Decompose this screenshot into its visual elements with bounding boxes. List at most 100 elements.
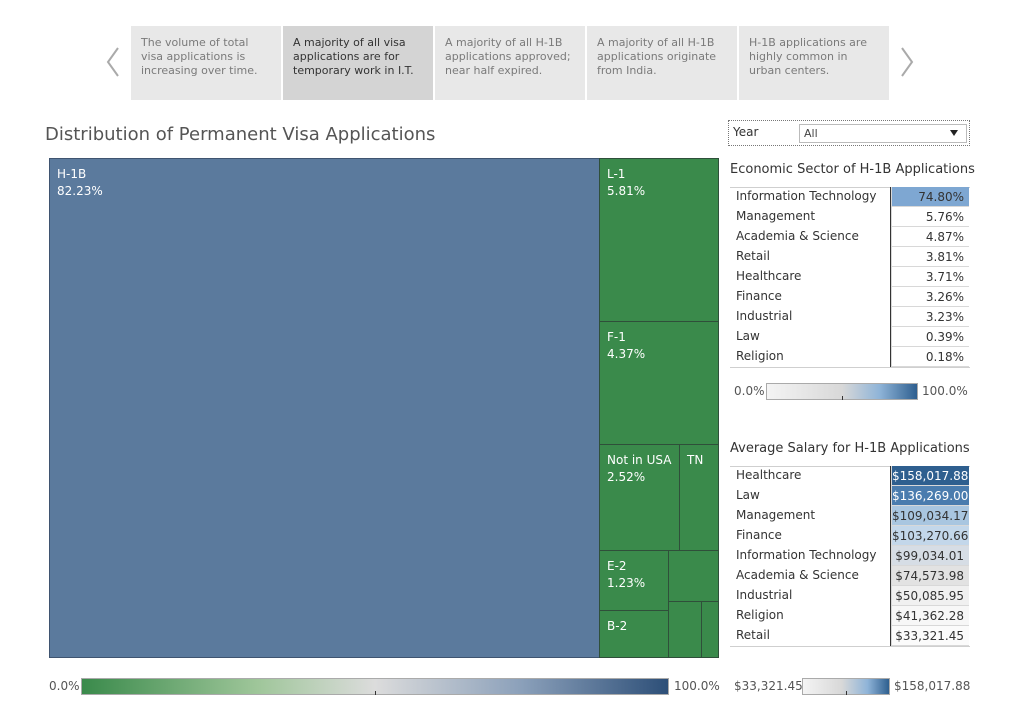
story-point-2[interactable]: A majority of all visa applications are … (283, 26, 433, 100)
table-row[interactable]: Retail $33,321.45 (730, 626, 970, 646)
row-value: $41,362.28 (891, 606, 969, 626)
story-point-text: A majority of all H-1B applications appr… (445, 36, 571, 77)
table-row[interactable]: Religion 0.18% (730, 347, 970, 367)
row-label: Academia & Science (736, 568, 859, 582)
column-divider (890, 187, 891, 367)
year-dropdown-value: All (804, 127, 818, 140)
row-value: $158,017.88 (891, 466, 969, 486)
chevron-left-icon (106, 47, 119, 77)
treemap-tile-b2[interactable]: B-2 (599, 610, 669, 658)
table-row[interactable]: Information Technology $99,034.01 (730, 546, 970, 566)
story-point-3[interactable]: A majority of all H-1B applications appr… (435, 26, 585, 100)
treemap-legend-min: 0.0% (49, 679, 80, 693)
row-label: Management (736, 508, 816, 522)
row-value: $33,321.45 (891, 626, 969, 646)
legend-tick (375, 691, 376, 695)
row-value: $103,270.66 (891, 526, 969, 546)
table-border (730, 187, 970, 188)
table-row[interactable]: Information Technology 74.80% (730, 187, 970, 207)
table-border (730, 466, 970, 467)
year-filter-label: Year (733, 125, 759, 139)
story-point-text: A majority of all visa applications are … (293, 36, 414, 77)
row-label: Information Technology (736, 189, 877, 203)
row-value: 3.81% (891, 247, 969, 267)
salary-legend-max: $158,017.88 (894, 679, 971, 693)
tile-value: 82.23% (57, 184, 103, 198)
salary-table-title: Average Salary for H-1B Applications (730, 441, 970, 456)
treemap-tile-small[interactable] (668, 550, 719, 602)
treemap-tile-small[interactable] (668, 601, 702, 658)
salary-table: Healthcare $158,017.88 Law $136,269.00 Manag… (730, 466, 970, 647)
row-value: $50,085.95 (891, 586, 969, 606)
salary-legend-min: $33,321.45 (734, 679, 803, 693)
story-point-text: H-1B applications are highly common in u… (749, 36, 867, 77)
table-row[interactable]: Management $109,034.17 (730, 506, 970, 526)
treemap-tile-f1[interactable]: F-1 4.37% (599, 321, 719, 445)
table-row[interactable]: Industrial 3.23% (730, 307, 970, 327)
table-row[interactable]: Healthcare $158,017.88 (730, 466, 970, 486)
table-row[interactable]: Academia & Science 4.87% (730, 227, 970, 247)
table-row[interactable]: Academia & Science $74,573.98 (730, 566, 970, 586)
tile-value: 5.81% (607, 184, 646, 198)
table-row[interactable]: Industrial $50,085.95 (730, 586, 970, 606)
table-row[interactable]: Finance $103,270.66 (730, 526, 970, 546)
row-value: 3.71% (891, 267, 969, 287)
tile-label: F-1 (607, 330, 626, 344)
row-value: 4.87% (891, 227, 969, 247)
row-label: Finance (736, 528, 782, 542)
row-label: Industrial (736, 588, 793, 602)
legend-tick (846, 691, 847, 695)
legend-tick (842, 396, 843, 400)
table-row[interactable]: Retail 3.81% (730, 247, 970, 267)
treemap-legend-max: 100.0% (674, 679, 720, 693)
table-row[interactable]: Management 5.76% (730, 207, 970, 227)
row-value: 3.26% (891, 287, 969, 307)
year-dropdown[interactable]: All (799, 124, 967, 143)
row-value: 0.18% (891, 347, 969, 367)
story-point-1[interactable]: The volume of total visa applications is… (131, 26, 281, 100)
visa-type-treemap: H-1B 82.23% L-1 5.81% F-1 4.37% Not in U… (49, 158, 719, 658)
table-row[interactable]: Religion $41,362.28 (730, 606, 970, 626)
sector-table-title: Economic Sector of H-1B Applications (730, 162, 975, 177)
tile-label: H-1B (57, 167, 87, 181)
next-story-point-button[interactable] (894, 42, 920, 82)
row-label: Management (736, 209, 816, 223)
table-row[interactable]: Healthcare 3.71% (730, 267, 970, 287)
row-value: 74.80% (891, 187, 969, 207)
previous-story-point-button[interactable] (100, 42, 126, 82)
story-point-4[interactable]: A majority of all H-1B applications orig… (587, 26, 737, 100)
row-label: Religion (736, 349, 784, 363)
row-label: Retail (736, 628, 770, 642)
story-point-5[interactable]: H-1B applications are highly common in u… (739, 26, 889, 100)
treemap-tile-small[interactable] (701, 601, 719, 658)
table-row[interactable]: Law $136,269.00 (730, 486, 970, 506)
row-value: $109,034.17 (891, 506, 969, 526)
tile-label: B-2 (607, 619, 628, 633)
row-label: Law (736, 488, 760, 502)
row-label: Healthcare (736, 269, 802, 283)
story-point-text: A majority of all H-1B applications orig… (597, 36, 717, 77)
treemap-tile-l1[interactable]: L-1 5.81% (599, 158, 719, 322)
chevron-right-icon (901, 47, 914, 77)
tile-label: E-2 (607, 559, 627, 573)
row-value: $136,269.00 (891, 486, 969, 506)
row-value: 5.76% (891, 207, 969, 227)
sector-legend-min: 0.0% (734, 384, 765, 398)
table-row[interactable]: Law 0.39% (730, 327, 970, 347)
tile-value: 2.52% (607, 470, 646, 484)
row-value: $99,034.01 (891, 546, 969, 566)
story-navigation: The volume of total visa applications is… (100, 26, 920, 100)
treemap-tile-not-in-usa[interactable]: Not in USA 2.52% (599, 444, 680, 551)
row-label: Retail (736, 249, 770, 263)
year-filter: Year All (728, 120, 970, 146)
table-row[interactable]: Finance 3.26% (730, 287, 970, 307)
caret-down-icon (950, 130, 958, 136)
tile-label: TN (687, 453, 704, 467)
row-label: Finance (736, 289, 782, 303)
treemap-tile-tn[interactable]: TN (679, 444, 719, 551)
column-divider (890, 466, 891, 646)
treemap-tile-e2[interactable]: E-2 1.23% (599, 550, 669, 611)
story-point-text: The volume of total visa applications is… (141, 36, 258, 77)
treemap-tile-h1b[interactable]: H-1B 82.23% (49, 158, 600, 658)
page-title: Distribution of Permanent Visa Applicati… (45, 124, 436, 145)
